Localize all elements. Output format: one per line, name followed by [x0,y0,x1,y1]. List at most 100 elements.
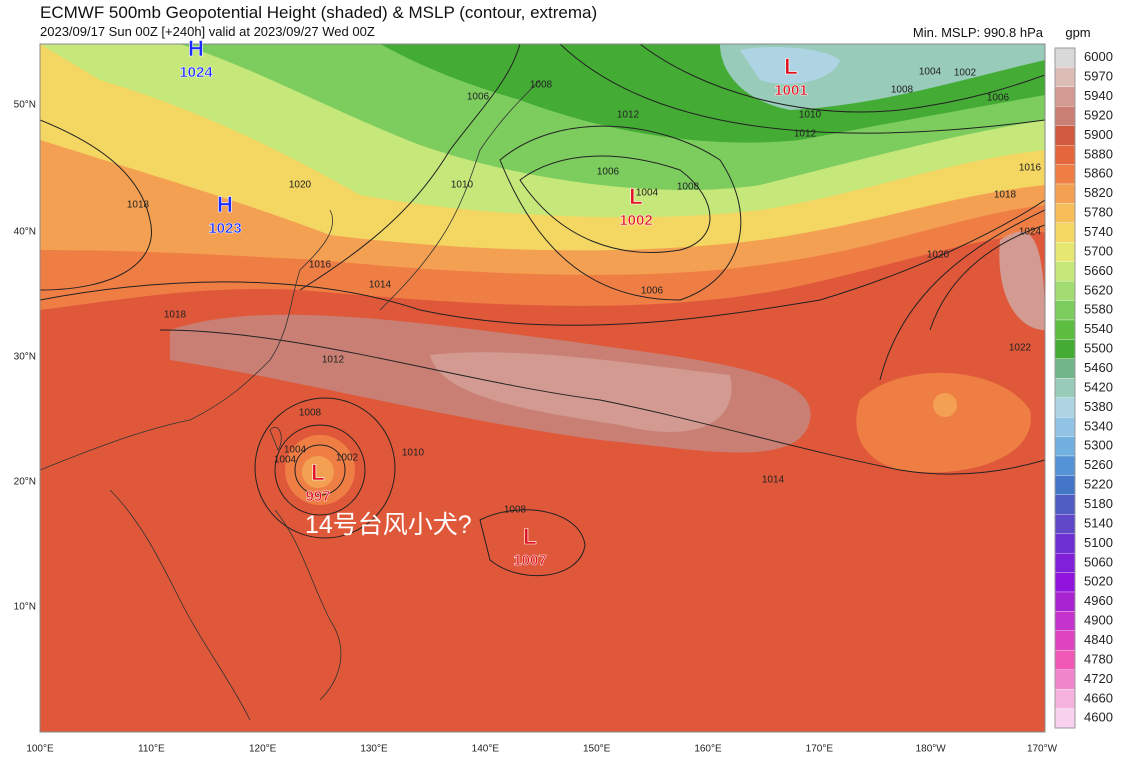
colorbar-label: 4780 [1084,651,1113,666]
map-field [40,44,1045,732]
contour-label: 1010 [402,448,425,459]
center-value: 1007 [513,552,546,569]
colorbar-label: 4720 [1084,671,1113,686]
contour-label: 1006 [597,167,620,178]
lon-label: 100°E [26,744,54,755]
contour-label: 1004 [274,455,297,466]
lat-label: 20°N [14,477,36,488]
center-value: 1002 [619,212,652,229]
colorbar-label: 5300 [1084,438,1113,453]
colorbar-label: 4840 [1084,632,1113,647]
colorbar-cell [1054,475,1076,496]
contour-label: 1008 [677,182,700,193]
colorbar-cell [1054,67,1076,88]
contour-label: 1010 [799,110,822,121]
colorbar-label: 5100 [1084,535,1113,550]
contour-label: 1006 [641,286,664,297]
colorbar-cell [1054,514,1076,534]
coastlines [40,79,541,721]
isobars [40,44,1045,577]
colorbar-label: 6000 [1084,49,1113,64]
contour-label: 1010 [451,180,474,191]
colorbar-label: 5920 [1084,107,1113,122]
colorbar-label: 5880 [1084,146,1113,161]
center-symbol: L [629,184,642,209]
colorbar-label: 5260 [1084,457,1113,472]
colorbar-cell [1054,222,1076,243]
colorbar-cell [1054,630,1076,651]
contour-label: 1008 [504,505,527,516]
colorbar-cell [1054,47,1076,68]
colorbar-unit: gpm [1065,25,1090,40]
contour-label: 1020 [289,180,312,191]
colorbar-cell [1054,86,1076,107]
colorbar-label: 4660 [1084,690,1113,705]
center-value: 997 [305,488,330,505]
contour-label: 1006 [467,92,490,103]
title: ECMWF 500mb Geopotential Height (shaded)… [40,3,597,22]
colorbar-label: 5780 [1084,205,1113,220]
colorbar-cell [1054,358,1076,379]
lon-label: 120°E [249,744,277,755]
colorbar-label: 5420 [1084,379,1113,394]
contour-label: 1008 [299,408,322,419]
contour-label: 1002 [954,68,977,79]
lon-label: 150°E [583,744,611,755]
colorbar-label: 5970 [1084,69,1113,84]
contour-label: 1008 [530,80,553,91]
subtitle: 2023/09/17 Sun 00Z [+240h] valid at 2023… [40,24,375,39]
colorbar-cell [1054,280,1076,301]
lon-label: 180°W [916,744,947,755]
contour-label: 1022 [1009,343,1032,354]
contour-label: 1018 [127,200,150,211]
colorbar-label: 5700 [1084,243,1113,258]
colorbar-cell [1054,416,1076,437]
colorbar-cell [1054,591,1076,612]
center-symbol: L [784,54,797,79]
contour-label: 1016 [1019,163,1042,174]
colorbar-label: 5460 [1084,360,1113,375]
colorbar-cell [1054,397,1076,418]
colorbar-label: 5620 [1084,282,1113,297]
colorbar-cell [1054,319,1076,340]
center-value: 1001 [774,82,807,99]
contour-label: 1006 [987,93,1010,104]
contour-label: 1016 [309,260,332,271]
contour-label: 1018 [994,190,1017,201]
colorbar-cell [1054,183,1076,204]
colorbar-label: 5180 [1084,496,1113,511]
lon-label: 110°E [138,744,165,755]
colorbar-cell [1054,125,1076,146]
colorbar-label: 5660 [1084,263,1113,278]
lon-label: 170°W [1027,744,1058,755]
colorbar-label: 4900 [1084,613,1113,628]
center-symbol: H [217,192,233,217]
contour-label: 1004 [284,445,307,456]
center-value: 1023 [208,220,241,237]
colorbar-cell [1054,552,1076,573]
colorbar-label: 5500 [1084,341,1113,356]
contour-label: 1018 [164,310,187,321]
colorbar-label: 5580 [1084,302,1113,317]
center-symbol: H [188,36,204,61]
colorbar-cell [1054,378,1076,398]
colorbar-label: 5020 [1084,574,1113,589]
lat-label: 30°N [14,352,36,363]
colorbar-cell [1054,494,1076,515]
colorbar-label: 4960 [1084,593,1113,608]
colorbar-label: 5060 [1084,554,1113,569]
contour-label: 1012 [794,129,817,140]
contour-label: 1002 [336,453,359,464]
colorbar-cell [1054,436,1076,457]
colorbar-label: 5940 [1084,88,1113,103]
min-mslp: Min. MSLP: 990.8 hPa [913,25,1044,40]
contour-label: 1014 [762,475,785,486]
colorbar-cell [1054,164,1076,185]
colorbar-cell [1054,611,1076,632]
contour-label: 1012 [617,110,640,121]
center-value: 1024 [179,64,213,81]
colorbar-label: 5140 [1084,515,1113,530]
colorbar-label: 5740 [1084,224,1113,239]
colorbar-cell [1054,688,1076,709]
center-symbol: L [523,524,536,549]
